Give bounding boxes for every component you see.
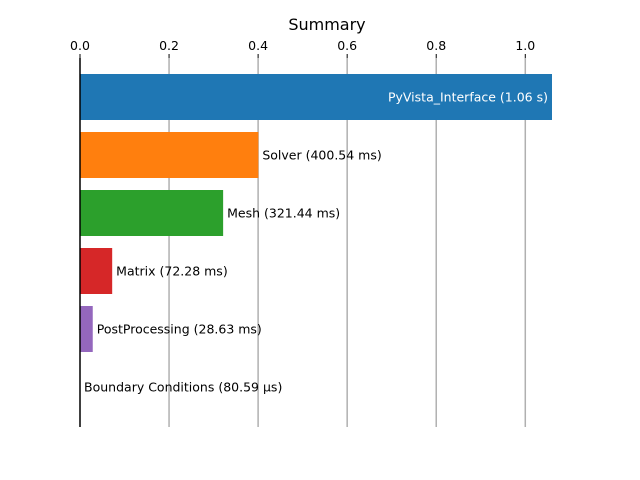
bar-label: Solver (400.54 ms) (262, 148, 381, 163)
bar-matrix (80, 248, 113, 294)
bar-label: PyVista_Interface (1.06 s) (388, 90, 548, 105)
x-tick-label: 0.8 (426, 38, 446, 53)
bar-mesh (80, 190, 224, 236)
bar-label: PostProcessing (28.63 ms) (97, 322, 262, 337)
x-tick-label: 0.2 (159, 38, 179, 53)
x-tick-label: 1.0 (515, 38, 535, 53)
chart-title: Summary (288, 15, 365, 34)
bar-solver (80, 132, 259, 178)
x-axis-ticks: 0.0 0.2 0.4 0.6 0.8 1.0 (70, 38, 535, 58)
x-tick-label: 0.4 (248, 38, 268, 53)
bar-label: Mesh (321.44 ms) (227, 206, 340, 221)
x-tick-label: 0.0 (70, 38, 90, 53)
bars (80, 74, 552, 410)
bar-labels: PyVista_Interface (1.06 s) Solver (400.54… (84, 90, 548, 395)
bar-postprocessing (80, 306, 93, 352)
x-tick-label: 0.6 (337, 38, 357, 53)
bar-pyvista-interface (80, 74, 552, 120)
bar-label: Boundary Conditions (80.59 µs) (84, 380, 282, 395)
bar-label: Matrix (72.28 ms) (116, 264, 228, 279)
